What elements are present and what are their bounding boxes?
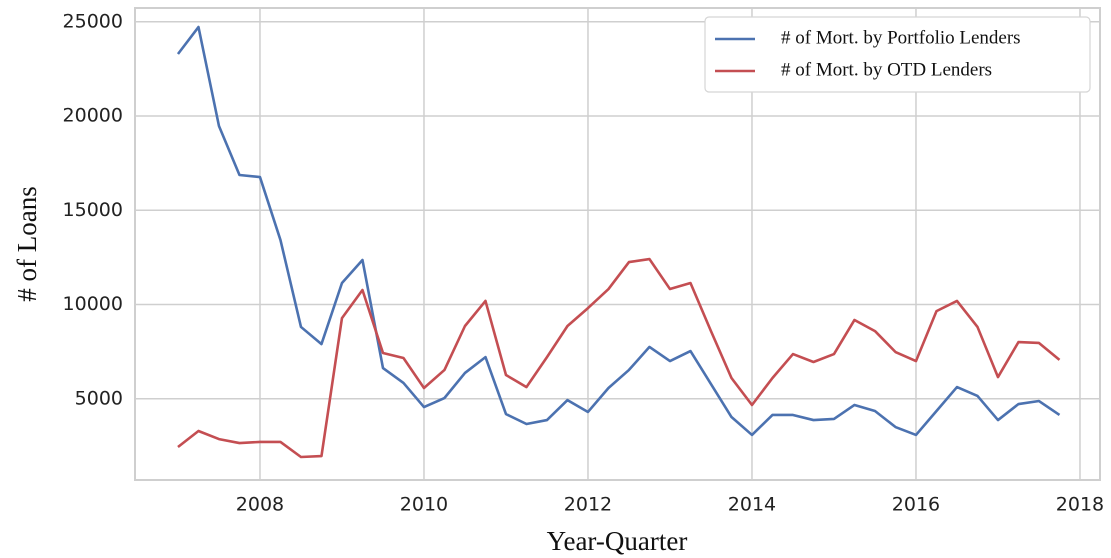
x-tick-label: 2012 (564, 494, 612, 516)
y-tick-label: 15000 (63, 199, 123, 221)
plot-frame (134, 7, 1101, 481)
y-tick-label: 10000 (63, 293, 123, 315)
legend-label: # of Mort. by Portfolio Lenders (781, 27, 1021, 48)
line (176, 25, 1061, 437)
y-tick-label: 20000 (63, 105, 123, 127)
y-axis-label: # of Loans (12, 186, 42, 301)
x-tick-label: 2014 (728, 494, 776, 516)
x-axis-label: Year-Quarter (547, 526, 688, 556)
x-tick-label: 2016 (892, 494, 940, 516)
line (177, 257, 1061, 459)
legend-label: # of Mort. by OTD Lenders (781, 59, 992, 80)
x-tick-label: 2018 (1056, 494, 1104, 516)
legend-box (704, 16, 1091, 93)
y-tick-label: 5000 (75, 387, 123, 409)
x-tick-label: 2008 (236, 494, 284, 516)
y-tick-label: 25000 (63, 10, 123, 32)
x-tick-label: 2010 (400, 494, 448, 516)
